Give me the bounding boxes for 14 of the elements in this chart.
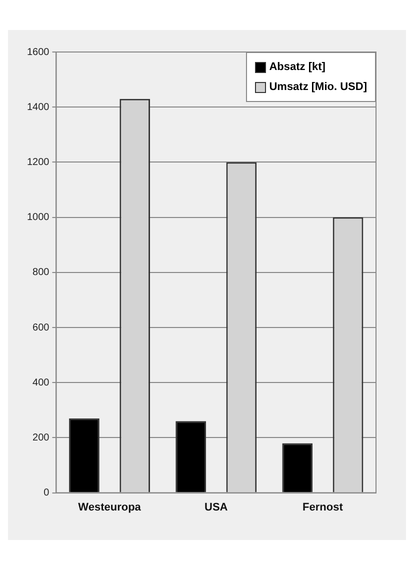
y-tick-label: 1600 <box>26 46 50 58</box>
x-tick-label: USA <box>204 501 228 514</box>
y-tick-label: 800 <box>32 267 50 278</box>
x-tick-label: Westeuropa <box>78 501 142 514</box>
x-tick-label: Fernost <box>302 501 344 514</box>
legend-label: Absatz [kt] <box>269 60 326 75</box>
y-tick-label: 1200 <box>26 156 50 168</box>
legend-label: Umsatz [Mio. USD] <box>269 80 367 95</box>
y-tick-label: 600 <box>32 322 50 334</box>
y-tick-label: 1400 <box>26 102 50 113</box>
y-tick-label: 0 <box>44 488 50 499</box>
y-tick-label: 1000 <box>26 212 50 224</box>
y-tick-label: 200 <box>32 432 50 444</box>
y-tick-label: 400 <box>32 377 50 388</box>
